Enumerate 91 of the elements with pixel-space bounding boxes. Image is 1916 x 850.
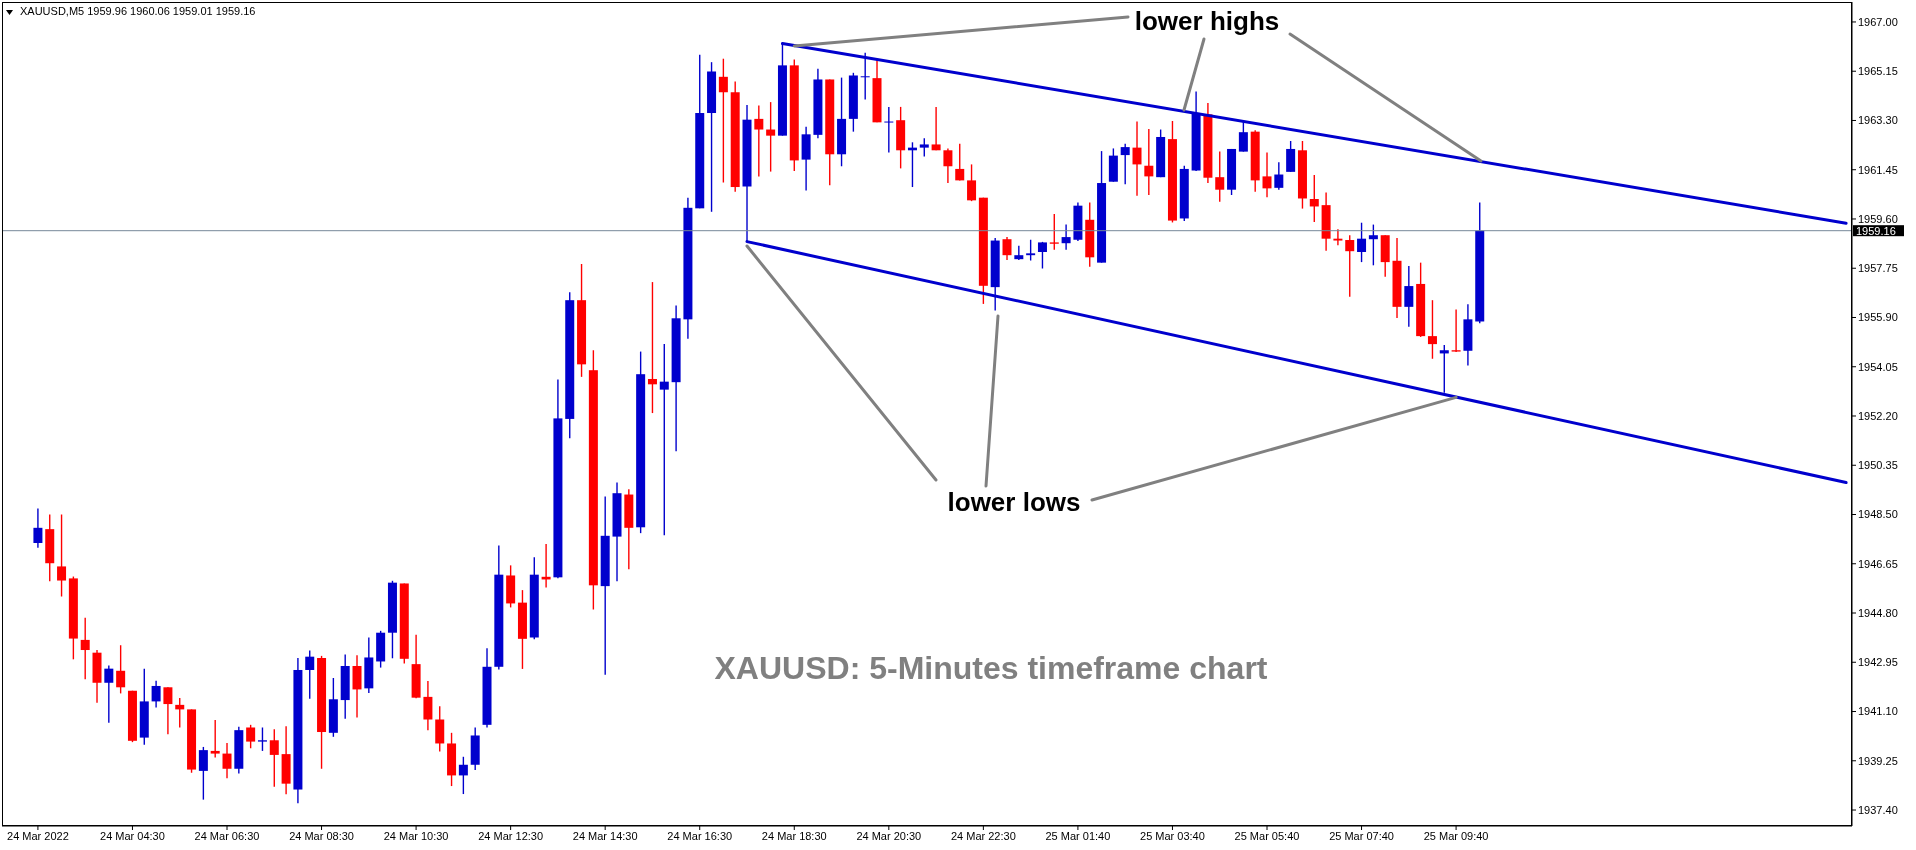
candlestick <box>151 679 161 709</box>
candlestick <box>884 106 894 154</box>
candlestick <box>104 664 114 724</box>
candlestick <box>163 686 173 735</box>
y-tick-label: 1941.10 <box>1858 705 1898 718</box>
y-tick-label: 1963.30 <box>1858 114 1898 127</box>
candlestick <box>647 281 657 414</box>
candlestick <box>1120 142 1130 186</box>
y-tick-label: 1939.25 <box>1858 754 1898 767</box>
x-tick-label: 24 Mar 04:30 <box>100 829 165 842</box>
chart-title: XAUUSD,M5 1959.96 1960.06 1959.01 1959.16 <box>20 5 256 18</box>
y-tick-label: 1959.60 <box>1858 212 1898 225</box>
candlestick <box>659 343 669 536</box>
candlestick <box>257 726 267 752</box>
candlestick <box>57 513 67 598</box>
candlestick <box>919 137 929 158</box>
annotation: lower lows <box>947 487 1081 518</box>
x-tick-label: 24 Mar 22:30 <box>950 829 1016 842</box>
candlestick <box>352 654 362 719</box>
candlestick <box>198 746 208 801</box>
candlestick <box>222 742 232 780</box>
y-tick-label: 1937.40 <box>1858 803 1898 816</box>
candlestick <box>1427 299 1437 360</box>
candlestick <box>1037 241 1047 270</box>
x-tick-label: 24 Mar 16:30 <box>667 829 733 842</box>
candlestick <box>458 756 468 795</box>
x-tick-label: 25 Mar 01:40 <box>1045 829 1111 842</box>
candlestick <box>1286 140 1296 173</box>
annotation: XAUUSD: 5-Minutes timeframe chart <box>714 649 1268 687</box>
y-tick-label: 1961.45 <box>1858 163 1898 176</box>
candlestick <box>1061 223 1071 251</box>
candlestick <box>943 147 953 184</box>
candlestick <box>1439 344 1449 394</box>
y-tick-label: 1950.35 <box>1858 459 1898 472</box>
x-tick-label: 24 Mar 20:30 <box>856 829 922 842</box>
y-tick-label: 1948.50 <box>1858 508 1898 521</box>
y-tick-label: 1946.65 <box>1858 557 1898 570</box>
candlestick <box>1049 213 1059 251</box>
candlestick <box>1238 120 1248 153</box>
x-tick-label: 24 Mar 08:30 <box>289 829 354 842</box>
x-tick-label: 24 Mar 14:30 <box>572 829 638 842</box>
candlestick <box>718 58 728 184</box>
candlestick <box>1451 308 1461 353</box>
candlestick <box>931 106 941 151</box>
candlestick <box>955 142 965 182</box>
y-tick-label: 1954.05 <box>1858 360 1898 373</box>
y-tick-label: 1957.75 <box>1858 262 1898 275</box>
candlestick <box>1002 236 1012 261</box>
candlestick <box>33 507 43 549</box>
candlestick <box>1262 151 1272 198</box>
candlestick <box>1404 265 1414 328</box>
x-tick-label: 25 Mar 07:40 <box>1329 829 1394 842</box>
x-tick-label: 24 Mar 10:30 <box>383 829 449 842</box>
candlestick <box>116 644 126 695</box>
candlestick <box>754 104 764 178</box>
candlestick <box>246 724 256 749</box>
x-tick-label: 25 Mar 05:40 <box>1234 829 1300 842</box>
y-tick-label: 1942.95 <box>1858 656 1898 669</box>
candlestick <box>1014 245 1024 261</box>
candlestick <box>80 617 90 680</box>
candlestick <box>1274 161 1284 191</box>
candlestick <box>967 163 977 202</box>
candlestick <box>860 52 870 101</box>
candlestick <box>1132 120 1142 197</box>
annotation: lower highs <box>1134 6 1280 37</box>
x-tick-label: 24 Mar 12:30 <box>478 829 544 842</box>
x-tick-label: 25 Mar 09:40 <box>1423 829 1489 842</box>
y-tick-label: 1955.90 <box>1858 311 1898 324</box>
x-tick-label: 24 Mar 2022 <box>7 829 69 842</box>
candlestick <box>305 649 315 700</box>
candlestick <box>210 719 220 759</box>
candlestick <box>269 728 279 788</box>
candlestick <box>1144 128 1154 196</box>
candlestick <box>1345 234 1355 298</box>
x-tick-label: 25 Mar 03:40 <box>1140 829 1205 842</box>
candlestick <box>435 705 445 753</box>
candlestick <box>423 680 433 731</box>
x-tick-label: 24 Mar 18:30 <box>761 829 827 842</box>
y-tick-label: 1967.00 <box>1858 15 1898 28</box>
candlestick <box>1357 222 1367 263</box>
y-tick-label: 1952.20 <box>1858 409 1898 422</box>
x-tick-label: 24 Mar 06:30 <box>194 829 260 842</box>
candlestick <box>1309 174 1319 223</box>
candlestick <box>1368 223 1378 267</box>
candlestick <box>1215 150 1225 203</box>
candlestick <box>1026 239 1036 262</box>
candlestick <box>766 101 776 173</box>
candlestick <box>1333 228 1343 247</box>
ref-line-label: 1959.16 <box>1856 224 1896 237</box>
y-tick-label: 1944.80 <box>1858 606 1898 619</box>
y-tick-label: 1965.15 <box>1858 65 1898 78</box>
